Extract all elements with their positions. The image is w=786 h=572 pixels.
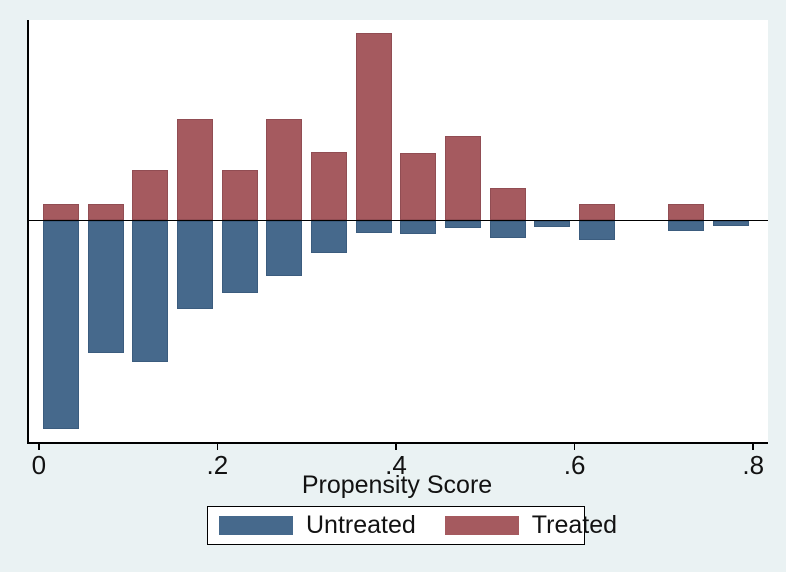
bar-untreated (712, 221, 749, 226)
bar-treated (444, 136, 481, 220)
bar-untreated (489, 221, 526, 238)
bar-treated (489, 188, 526, 220)
x-axis-tick (395, 443, 397, 450)
zero-baseline (27, 220, 768, 221)
bar-treated (668, 204, 705, 220)
bar-untreated (444, 221, 481, 228)
legend-label-treated: Treated (531, 511, 618, 539)
bar-treated (400, 153, 437, 220)
x-axis-tick-label: .4 (385, 450, 407, 480)
bar-untreated (355, 221, 392, 233)
x-axis-tick (573, 443, 576, 450)
bar-untreated (400, 221, 437, 234)
bar-treated (355, 33, 392, 220)
bar-untreated (534, 221, 571, 227)
x-axis-tick (752, 443, 755, 450)
legend-swatch-untreated (219, 516, 293, 535)
bar-treated (578, 204, 615, 220)
legend: Untreated Treated (207, 506, 617, 545)
bar-untreated (578, 221, 615, 240)
x-axis-tick-label: .8 (742, 450, 765, 480)
bar-untreated (668, 221, 705, 231)
x-axis-tick-label: .6 (563, 450, 586, 480)
x-axis-tick-label: 0 (31, 450, 47, 480)
x-axis-tick-label: .2 (206, 450, 229, 480)
x-axis-title: Propensity Score (301, 471, 493, 499)
bar-treated (177, 119, 214, 220)
x-axis-tick (37, 443, 40, 450)
bar-treated (132, 170, 169, 220)
bar-untreated (132, 221, 169, 362)
bar-untreated (177, 221, 214, 309)
bar-untreated (221, 221, 258, 293)
bar-untreated (311, 221, 348, 253)
bar-treated (221, 170, 258, 220)
x-axis-line (27, 442, 768, 444)
legend-swatch-treated (444, 516, 519, 535)
bar-treated (43, 204, 80, 220)
y-axis-line (27, 20, 29, 443)
legend-label-untreated: Untreated (306, 511, 416, 539)
bar-untreated (266, 221, 303, 276)
bar-treated (87, 204, 124, 220)
bar-untreated (87, 221, 124, 353)
bar-untreated (43, 221, 80, 429)
bar-treated (311, 152, 348, 220)
x-axis-tick (216, 443, 219, 450)
bar-treated (266, 119, 303, 220)
